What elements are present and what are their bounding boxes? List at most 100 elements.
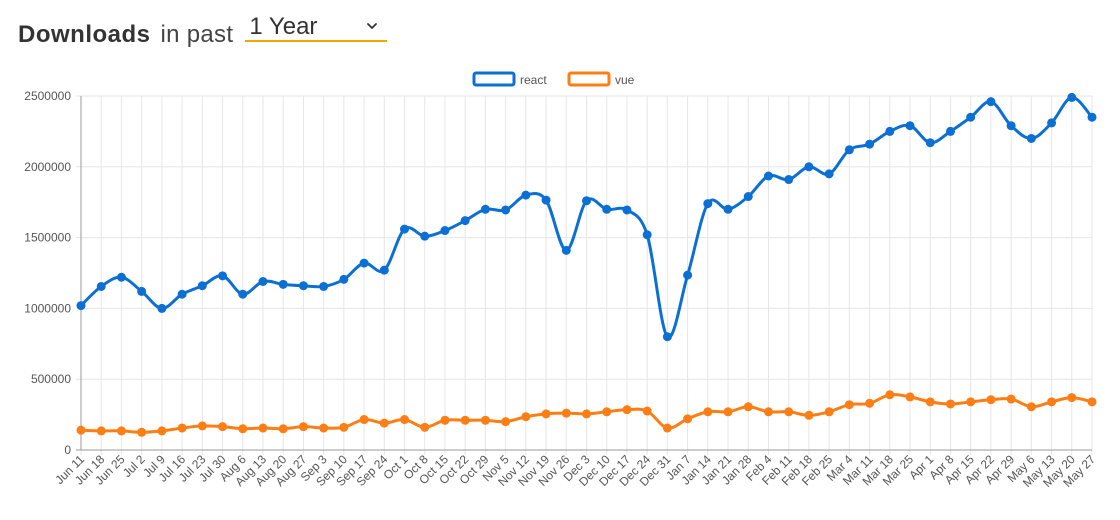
data-point-react[interactable] [865,139,875,149]
data-point-react[interactable] [642,230,652,240]
data-point-react[interactable] [440,226,450,236]
data-point-vue[interactable] [541,409,551,419]
data-point-vue[interactable] [339,422,349,432]
data-point-react[interactable] [804,162,814,172]
data-point-react[interactable] [683,270,693,280]
data-point-vue[interactable] [945,399,955,409]
data-point-vue[interactable] [278,424,288,434]
data-point-vue[interactable] [359,415,369,425]
data-point-vue[interactable] [76,425,86,435]
data-point-vue[interactable] [642,406,652,416]
data-point-react[interactable] [824,169,834,179]
data-point-vue[interactable] [238,424,248,434]
data-point-vue[interactable] [116,426,126,436]
data-point-vue[interactable] [763,407,773,417]
data-point-vue[interactable] [440,415,450,425]
data-point-react[interactable] [561,245,571,255]
data-point-react[interactable] [986,97,996,107]
data-point-react[interactable] [723,204,733,214]
data-point-vue[interactable] [1047,397,1057,407]
data-point-vue[interactable] [743,402,753,412]
data-point-react[interactable] [157,303,167,313]
data-point-vue[interactable] [1067,393,1077,403]
data-point-vue[interactable] [379,418,389,428]
period-select[interactable]: 1 Year [245,10,388,42]
data-point-react[interactable] [197,281,207,291]
data-point-vue[interactable] [480,415,490,425]
data-point-vue[interactable] [966,397,976,407]
data-point-vue[interactable] [197,421,207,431]
data-point-vue[interactable] [258,423,268,433]
data-point-vue[interactable] [298,422,308,432]
data-point-react[interactable] [763,171,773,181]
data-point-react[interactable] [400,224,410,234]
data-point-vue[interactable] [662,423,672,433]
data-point-vue[interactable] [1006,394,1016,404]
data-point-vue[interactable] [885,390,895,400]
data-point-react[interactable] [218,271,228,281]
data-point-vue[interactable] [905,392,915,402]
data-point-vue[interactable] [177,423,187,433]
data-point-react[interactable] [460,216,470,226]
data-point-react[interactable] [743,192,753,202]
data-point-react[interactable] [116,272,126,282]
data-point-react[interactable] [784,175,794,185]
data-point-vue[interactable] [703,407,713,417]
data-point-vue[interactable] [622,405,632,415]
data-point-vue[interactable] [804,410,814,420]
data-point-react[interactable] [885,126,895,136]
data-point-react[interactable] [945,126,955,136]
data-point-vue[interactable] [1087,397,1097,407]
data-point-vue[interactable] [824,407,834,417]
data-point-vue[interactable] [683,414,693,424]
data-point-vue[interactable] [925,397,935,407]
data-point-react[interactable] [420,231,430,241]
data-point-vue[interactable] [460,415,470,425]
data-point-react[interactable] [278,279,288,289]
data-point-react[interactable] [966,112,976,122]
data-point-vue[interactable] [1026,402,1036,412]
data-point-vue[interactable] [137,427,147,437]
data-point-react[interactable] [1087,112,1097,122]
data-point-vue[interactable] [218,422,228,432]
data-point-react[interactable] [339,274,349,284]
data-point-react[interactable] [298,281,308,291]
data-point-vue[interactable] [319,423,329,433]
data-point-react[interactable] [925,138,935,148]
data-point-react[interactable] [96,281,106,291]
data-point-react[interactable] [177,289,187,299]
data-point-vue[interactable] [501,417,511,427]
data-point-vue[interactable] [723,407,733,417]
data-point-vue[interactable] [521,412,531,422]
data-point-react[interactable] [602,204,612,214]
data-point-vue[interactable] [96,426,106,436]
data-point-react[interactable] [703,199,713,209]
data-point-react[interactable] [379,265,389,275]
legend-item-react[interactable]: react [472,71,547,87]
data-point-react[interactable] [359,258,369,268]
data-point-react[interactable] [844,145,854,155]
data-point-react[interactable] [501,205,511,215]
data-point-react[interactable] [582,196,591,206]
data-point-react[interactable] [319,281,329,291]
data-point-react[interactable] [662,332,672,342]
legend-item-vue[interactable]: vue [567,71,635,87]
data-point-react[interactable] [238,289,248,299]
data-point-vue[interactable] [561,408,571,418]
data-point-vue[interactable] [602,407,612,417]
data-point-react[interactable] [1067,92,1077,102]
data-point-react[interactable] [1026,133,1036,143]
data-point-react[interactable] [258,276,268,286]
data-point-vue[interactable] [400,415,410,425]
data-point-react[interactable] [76,301,86,311]
data-point-react[interactable] [905,121,915,131]
data-point-react[interactable] [1047,118,1057,128]
data-point-react[interactable] [521,190,531,200]
data-point-react[interactable] [541,195,551,205]
data-point-vue[interactable] [157,426,167,436]
data-point-react[interactable] [1006,121,1016,131]
data-point-vue[interactable] [784,407,794,417]
data-point-vue[interactable] [986,395,996,405]
data-point-vue[interactable] [582,409,591,419]
data-point-react[interactable] [622,205,632,215]
